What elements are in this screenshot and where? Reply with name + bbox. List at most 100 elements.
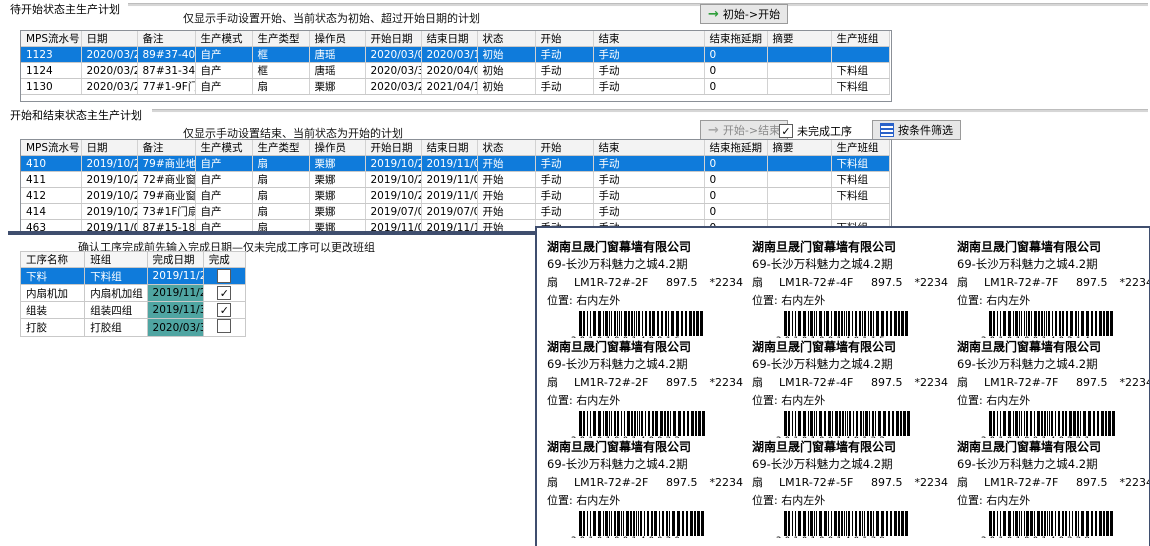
column-header[interactable]: 摘要 xyxy=(767,140,832,156)
barcode-label: 湖南旦晟门窗幕墙有限公司 69-长沙万科魅力之城4.2期 扇 LM1R-72#-… xyxy=(752,338,957,438)
cell: 自产 xyxy=(195,171,253,188)
table-row[interactable]: 11302020/03/2777#1-9F门扇自产扇栗娜2020/03/2720… xyxy=(21,78,890,95)
cell: 2019/07/05 xyxy=(365,203,422,220)
column-header[interactable]: MPS流水号 xyxy=(21,140,82,156)
filter-button-label: 按条件筛选 xyxy=(898,124,953,137)
table-row[interactable]: 4142019/10/2473#1F门扇窗扇自产扇栗娜2019/07/05201… xyxy=(21,203,890,220)
grey-arrow-icon: → xyxy=(708,122,719,138)
done-checkbox[interactable]: ✓ xyxy=(217,303,232,317)
table-row[interactable]: 11232020/03/2689#37-40F门框自产框唐瑶2020/03/02… xyxy=(21,46,890,63)
barcode-label: 湖南旦晟门窗幕墙有限公司 69-长沙万科魅力之城4.2期 扇 LM1R-72#-… xyxy=(752,438,957,538)
unfinished-process-checkbox[interactable]: ✓ xyxy=(779,124,793,138)
column-header[interactable]: MPS流水号 xyxy=(21,31,82,47)
column-header[interactable]: 结束 xyxy=(593,140,705,156)
column-header[interactable]: 操作员 xyxy=(309,31,366,47)
table-row[interactable]: 11242020/03/2687#31-34F门框自产框唐瑶2020/03/30… xyxy=(21,62,890,79)
cell: 2019/10/24 xyxy=(365,187,422,204)
cell: 下料组 xyxy=(831,171,890,188)
cell xyxy=(767,78,832,95)
barcode-digits: 2010100140023 xyxy=(571,436,752,438)
item-height: *2234 xyxy=(1119,276,1150,289)
column-header[interactable]: 结束日期 xyxy=(421,31,478,47)
filter-button[interactable]: 按条件筛选 xyxy=(872,120,961,140)
cell: 自产 xyxy=(195,155,253,172)
cell: 手动 xyxy=(593,171,705,188)
column-header[interactable]: 操作员 xyxy=(309,140,366,156)
column-header[interactable]: 完成 xyxy=(202,251,247,268)
done-checkbox[interactable]: ✓ xyxy=(217,286,232,300)
barcode xyxy=(579,311,705,336)
table-row[interactable]: 4112019/10/2472#商业窗扇自产扇栗娜2019/10/242019/… xyxy=(21,171,890,188)
cell: 栗娜 xyxy=(309,203,366,220)
finish-date: 2019/11/30 xyxy=(146,301,204,319)
filter-icon xyxy=(880,123,894,137)
done-cell: ✓ xyxy=(202,284,247,302)
init-to-start-button[interactable]: → 初始->开始 xyxy=(700,4,789,24)
item-width: 897.5 xyxy=(1076,276,1108,289)
column-header[interactable]: 完成日期 xyxy=(146,251,204,268)
column-header[interactable]: 开始日期 xyxy=(365,140,422,156)
location-label: 位置: xyxy=(957,294,983,307)
cell: 73#1F门扇窗扇 xyxy=(137,203,196,220)
header-row: MPS流水号 日期 备注 生产模式 生产类型 操作员 开始日期 结束日期 状态 开始 结束 结束拖延期… xyxy=(21,31,890,47)
done-checkbox[interactable] xyxy=(217,319,232,333)
cell: 0 xyxy=(704,78,768,95)
cell xyxy=(767,62,832,79)
column-header[interactable]: 日期 xyxy=(81,31,138,47)
column-header[interactable]: 状态 xyxy=(477,31,536,47)
item-model: LM1R-72#-7F xyxy=(984,376,1059,389)
item-width: 897.5 xyxy=(666,476,698,489)
process-name: 打胶 xyxy=(19,318,86,337)
column-header[interactable]: 开始 xyxy=(535,31,594,47)
middle-groupbox-border xyxy=(152,109,1148,113)
company-name: 湖南旦晟门窗幕墙有限公司 xyxy=(752,440,897,454)
item-type: 扇 xyxy=(547,476,558,489)
company-name: 湖南旦晟门窗幕墙有限公司 xyxy=(957,440,1102,454)
column-header[interactable]: 生产模式 xyxy=(195,31,253,47)
company-name: 湖南旦晟门窗幕墙有限公司 xyxy=(957,340,1102,354)
table-row[interactable]: 4122019/10/2479#商业窗扇自产扇栗娜2019/10/242019/… xyxy=(21,187,890,204)
cell: 栗娜 xyxy=(309,187,366,204)
column-header[interactable]: 生产班组 xyxy=(831,31,890,47)
barcode-label: 湖南旦晟门窗幕墙有限公司 69-长沙万科魅力之城4.2期 扇 LM1R-72#-… xyxy=(547,438,752,538)
labels-panel: 湖南旦晟门窗幕墙有限公司 69-长沙万科魅力之城4.2期 扇 LM1R-72#-… xyxy=(535,226,1150,546)
column-header[interactable]: 开始日期 xyxy=(365,31,422,47)
cell: 自产 xyxy=(195,219,253,233)
cell: 72#商业窗扇 xyxy=(137,171,196,188)
column-header[interactable]: 摘要 xyxy=(767,31,832,47)
column-header[interactable]: 生产类型 xyxy=(252,31,310,47)
column-header[interactable]: 工序名称 xyxy=(19,251,86,268)
column-header[interactable]: 结束拖延期 xyxy=(704,140,768,156)
column-header[interactable]: 状态 xyxy=(477,140,536,156)
column-header[interactable]: 结束日期 xyxy=(421,140,478,156)
column-header[interactable]: 开始 xyxy=(535,140,594,156)
cell: 2020/04/07 xyxy=(421,62,478,79)
column-header[interactable]: 备注 xyxy=(137,140,196,156)
item-height: *2234 xyxy=(1119,376,1150,389)
table-row[interactable]: 4102019/10/2479#商业地弹...自产扇栗娜2019/10/2420… xyxy=(21,155,890,172)
column-header[interactable]: 结束拖延期 xyxy=(704,31,768,47)
column-header[interactable]: 日期 xyxy=(81,140,138,156)
barcode-digits: 2010100140030 xyxy=(571,536,752,538)
column-header[interactable]: 备注 xyxy=(137,31,196,47)
column-header[interactable]: 生产班组 xyxy=(831,140,890,156)
barcode-digits: 2010100140238 xyxy=(981,536,1149,538)
green-arrow-icon: → xyxy=(708,6,719,22)
start-to-end-button[interactable]: → 开始->结束 xyxy=(700,120,789,140)
column-header[interactable]: 班组 xyxy=(84,251,148,268)
barcode-label: 湖南旦晟门窗幕墙有限公司 69-长沙万科魅力之城4.2期 扇 LM1R-72#-… xyxy=(957,438,1149,538)
cell: 2021/04/10 xyxy=(421,78,478,95)
column-header[interactable]: 生产类型 xyxy=(252,140,310,156)
unfinished-process-checkbox-group[interactable]: ✓ 未完成工序 xyxy=(779,123,852,139)
cell: 2019/11/08 xyxy=(365,219,422,233)
cell: 下料组 xyxy=(831,155,890,172)
column-header[interactable]: 生产模式 xyxy=(195,140,253,156)
item-type: 扇 xyxy=(752,276,763,289)
column-header[interactable]: 结束 xyxy=(593,31,705,47)
done-checkbox[interactable]: ✓ xyxy=(217,269,232,283)
